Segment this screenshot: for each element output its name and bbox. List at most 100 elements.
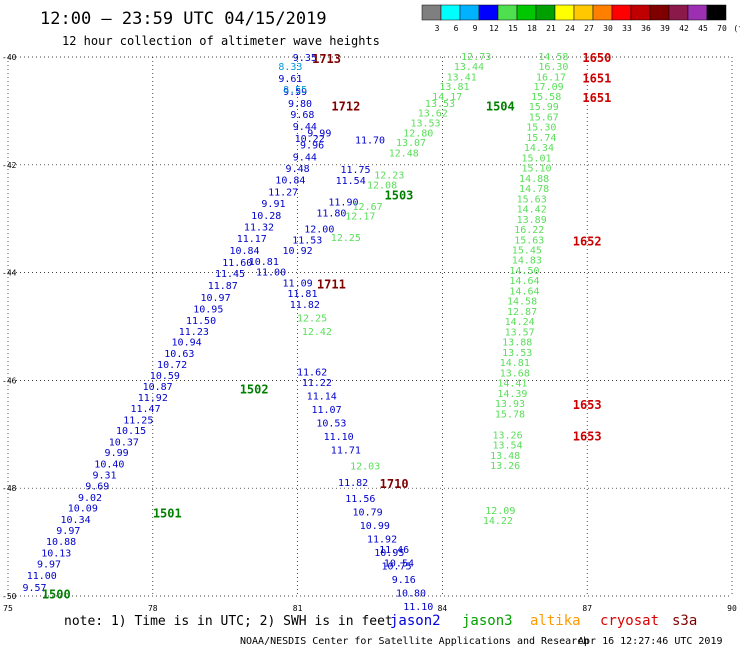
wave-height-label: 14.78 — [519, 184, 549, 195]
pass-number-label: 1653 — [573, 429, 602, 443]
wave-height-label: 12.25 — [331, 233, 361, 244]
wave-height-label: 9.97 — [37, 560, 61, 571]
wave-height-label: 10.34 — [61, 515, 91, 526]
colorbar-value: 39 — [660, 24, 670, 33]
wave-height-label: 14.50 — [509, 266, 539, 277]
wave-height-label: 10.92 — [283, 246, 313, 257]
y-tick-label: -42 — [2, 161, 17, 170]
x-tick-label: 75 — [3, 604, 13, 613]
wave-height-label: 13.81 — [439, 82, 469, 93]
wave-height-label: 13.53 — [502, 348, 532, 359]
pass-number-label: 1713 — [312, 52, 341, 66]
colorbar-value: 42 — [679, 24, 689, 33]
wave-height-label: 11.53 — [292, 235, 322, 246]
wave-height-label: 11.92 — [367, 534, 397, 545]
legend-entry-jason2: jason2 — [390, 613, 441, 629]
wave-height-label: 13.26 — [493, 430, 523, 441]
wave-height-label: 16.17 — [536, 72, 566, 83]
wave-height-label: 11.10 — [324, 432, 354, 443]
wave-height-label: 12.17 — [345, 212, 375, 223]
wave-height-label: 9.59 — [283, 87, 307, 98]
wave-height-label: 11.00 — [27, 571, 57, 582]
wave-height-label: 11.23 — [179, 327, 209, 338]
wave-height-label: 9.68 — [290, 110, 314, 121]
pass-number-label: 1503 — [385, 188, 414, 202]
colorbar-value: (ft) — [733, 24, 740, 33]
colorbar-value: 36 — [641, 24, 651, 33]
wave-height-label: 12.48 — [389, 148, 419, 159]
wave-height-label: 15.78 — [495, 409, 525, 420]
wave-height-label: 13.26 — [490, 461, 520, 472]
legend-entry-altika: altika — [530, 613, 581, 629]
wave-height-label: 11.82 — [338, 478, 368, 489]
wave-height-label: 10.81 — [249, 257, 279, 268]
wave-height-label: 9.48 — [286, 164, 310, 175]
legend-entry-jason3: jason3 — [462, 613, 513, 629]
wave-height-label: 10.84 — [275, 175, 305, 186]
y-tick-label: -40 — [2, 53, 17, 62]
wave-height-label: 14.39 — [497, 389, 527, 400]
pass-number-label: 1653 — [573, 398, 602, 412]
wave-height-label: 14.58 — [538, 52, 568, 63]
colorbar-swatch — [668, 4, 689, 21]
colorbar-value: 27 — [584, 24, 594, 33]
grid — [7, 56, 733, 597]
colorbar-swatch — [687, 4, 708, 21]
wave-height-label: 11.60 — [222, 258, 252, 269]
wave-height-label: 15.63 — [514, 235, 544, 246]
chart-title: 12:00 – 23:59 UTC 04/15/2019 — [40, 9, 327, 29]
wave-height-label: 11.46 — [379, 545, 409, 556]
colorbar-swatch — [421, 4, 442, 21]
wave-height-label: 10.59 — [150, 371, 180, 382]
colorbar-value: 33 — [622, 24, 632, 33]
wave-height-label: 12.23 — [374, 171, 404, 182]
wave-height-label: 9.44 — [293, 152, 317, 163]
wave-height-label: 14.64 — [509, 276, 539, 287]
x-tick-label: 81 — [293, 604, 303, 613]
wave-height-label: 10.22 — [295, 134, 325, 145]
y-tick-label: -50 — [2, 592, 17, 601]
wave-height-label: 16.22 — [514, 225, 544, 236]
wave-height-label: 15.30 — [526, 123, 556, 134]
wave-height-label: 12.42 — [302, 327, 332, 338]
wave-height-label: 10.75 — [381, 561, 411, 572]
wave-height-label: 10.37 — [109, 437, 139, 448]
wave-height-label: 12.87 — [507, 307, 537, 318]
wave-height-label: 9.35 — [293, 53, 317, 64]
wave-height-label: 11.92 — [138, 393, 168, 404]
x-tick-label: 84 — [438, 604, 448, 613]
colorbar-swatch — [478, 4, 499, 21]
wave-height-label: 9.57 — [22, 583, 46, 594]
wave-height-label: 11.81 — [287, 289, 317, 300]
wave-height-label: 12.09 — [485, 506, 515, 517]
wave-height-label: 10.99 — [360, 521, 390, 532]
wave-height-label: 11.09 — [283, 278, 313, 289]
wave-height-label: 11.56 — [345, 494, 375, 505]
wave-height-label: 15.67 — [529, 112, 559, 123]
wave-height-label: 11.71 — [331, 445, 361, 456]
wave-height-label: 9.44 — [293, 122, 317, 133]
wave-height-label: 9.99 — [307, 129, 331, 140]
wave-height-label: 12.03 — [350, 462, 380, 473]
wave-height-label: 14.81 — [500, 358, 530, 369]
wave-height-label: 14.22 — [483, 516, 513, 527]
wave-height-label: 15.58 — [531, 92, 561, 103]
chart-subtitle: 12 hour collection of altimeter wave hei… — [62, 34, 380, 48]
pass-labels: 1500 1501 1502 1503 1504 1650 1651 1651 1652 1653… — [42, 51, 611, 601]
wave-height-label: 14.41 — [497, 379, 527, 390]
wave-height-label: 11.50 — [186, 316, 216, 327]
pass-number-label: 1504 — [486, 100, 515, 114]
wave-height-label: 11.87 — [208, 281, 238, 292]
wave-height-label: 11.14 — [307, 392, 337, 403]
wave-height-label: 9.69 — [85, 482, 109, 493]
wave-height-label: 10.97 — [200, 293, 230, 304]
wave-height-label: 9.31 — [92, 470, 116, 481]
pass-number-label: 1502 — [240, 382, 269, 396]
colorbar-value: 45 — [698, 24, 708, 33]
wave-height-label: 11.10 — [403, 602, 433, 613]
wave-height-label: 9.16 — [392, 575, 416, 586]
wave-height-label: 15.10 — [521, 164, 551, 175]
colorbar-value: 21 — [546, 24, 556, 33]
